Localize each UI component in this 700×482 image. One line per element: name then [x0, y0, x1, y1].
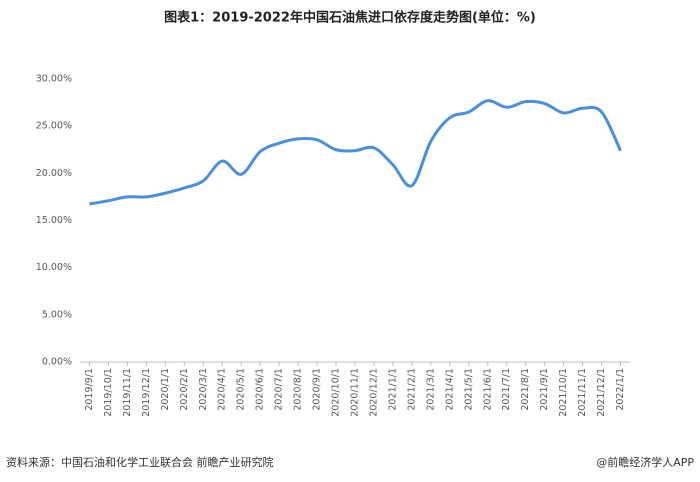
x-tick-label: 2020/2/1 [179, 368, 190, 411]
x-tick-label: 2021/8/1 [520, 368, 531, 411]
x-tick-label: 2019/10/1 [103, 368, 114, 417]
x-tick-label: 2019/9/1 [84, 368, 95, 411]
x-tick-label: 2020/9/1 [312, 368, 323, 411]
x-tick-label: 2021/11/1 [577, 368, 588, 417]
x-tick-label: 2021/10/1 [558, 368, 569, 417]
data-line [89, 99, 622, 206]
y-tick-label: 30.00% [36, 74, 72, 85]
x-tick-label: 2021/4/1 [444, 368, 455, 411]
x-tick-label: 2020/12/1 [368, 368, 379, 417]
x-tick-label: 2021/9/1 [539, 368, 550, 411]
x-tick-label: 2021/3/1 [425, 368, 436, 411]
x-tick-label: 2022/1/1 [615, 368, 626, 411]
x-tick-label: 2020/7/1 [274, 368, 285, 411]
x-tick-label: 2021/1/1 [387, 368, 398, 411]
y-tick-label: 10.00% [36, 262, 72, 273]
x-tick-label: 2019/11/1 [122, 368, 133, 417]
source-note: 资料来源：中国石油和化学工业联合会 前瞻产业研究院 [6, 455, 274, 469]
y-tick-label: 20.00% [36, 168, 72, 179]
credit: @前瞻经济学人APP [596, 455, 694, 469]
x-tick-label: 2020/4/1 [217, 368, 228, 411]
x-tick-label: 2020/1/1 [160, 368, 171, 411]
x-tick-label: 2021/2/1 [406, 368, 417, 411]
y-tick-label: 15.00% [36, 215, 72, 226]
x-tick-label: 2021/7/1 [501, 368, 512, 411]
x-tick-label: 2020/3/1 [198, 368, 209, 411]
y-tick-label: 5.00% [42, 309, 72, 320]
x-tick-label: 2020/10/1 [331, 368, 342, 417]
y-tick-label: 0.00% [42, 357, 72, 368]
chart-title: 图表1：2019-2022年中国石油焦进口依存度走势图(单位：%) [164, 10, 536, 26]
y-tick-label: 25.00% [36, 121, 72, 132]
x-tick-label: 2020/11/1 [350, 368, 361, 417]
x-tick-label: 2019/12/1 [141, 368, 152, 417]
x-tick-label: 2020/5/1 [236, 368, 247, 411]
x-tick-label: 2021/6/1 [482, 368, 493, 411]
x-tick-label: 2020/6/1 [255, 368, 266, 411]
x-tick-label: 2021/5/1 [463, 368, 474, 411]
x-tick-label: 2021/12/1 [596, 368, 607, 417]
x-tick-label: 2020/8/1 [293, 368, 304, 411]
